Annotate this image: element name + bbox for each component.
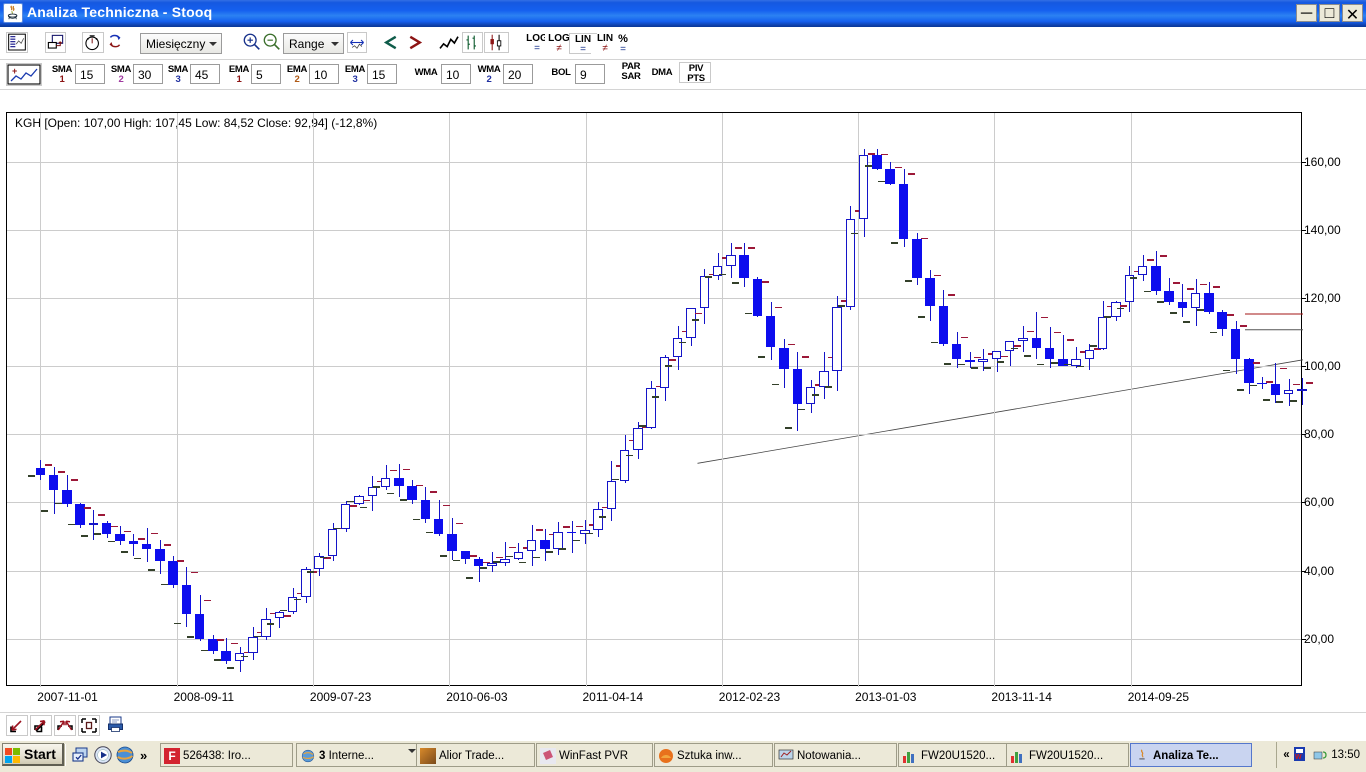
svg-text:+: + — [12, 66, 17, 76]
svg-text:W: W — [1295, 754, 1302, 761]
